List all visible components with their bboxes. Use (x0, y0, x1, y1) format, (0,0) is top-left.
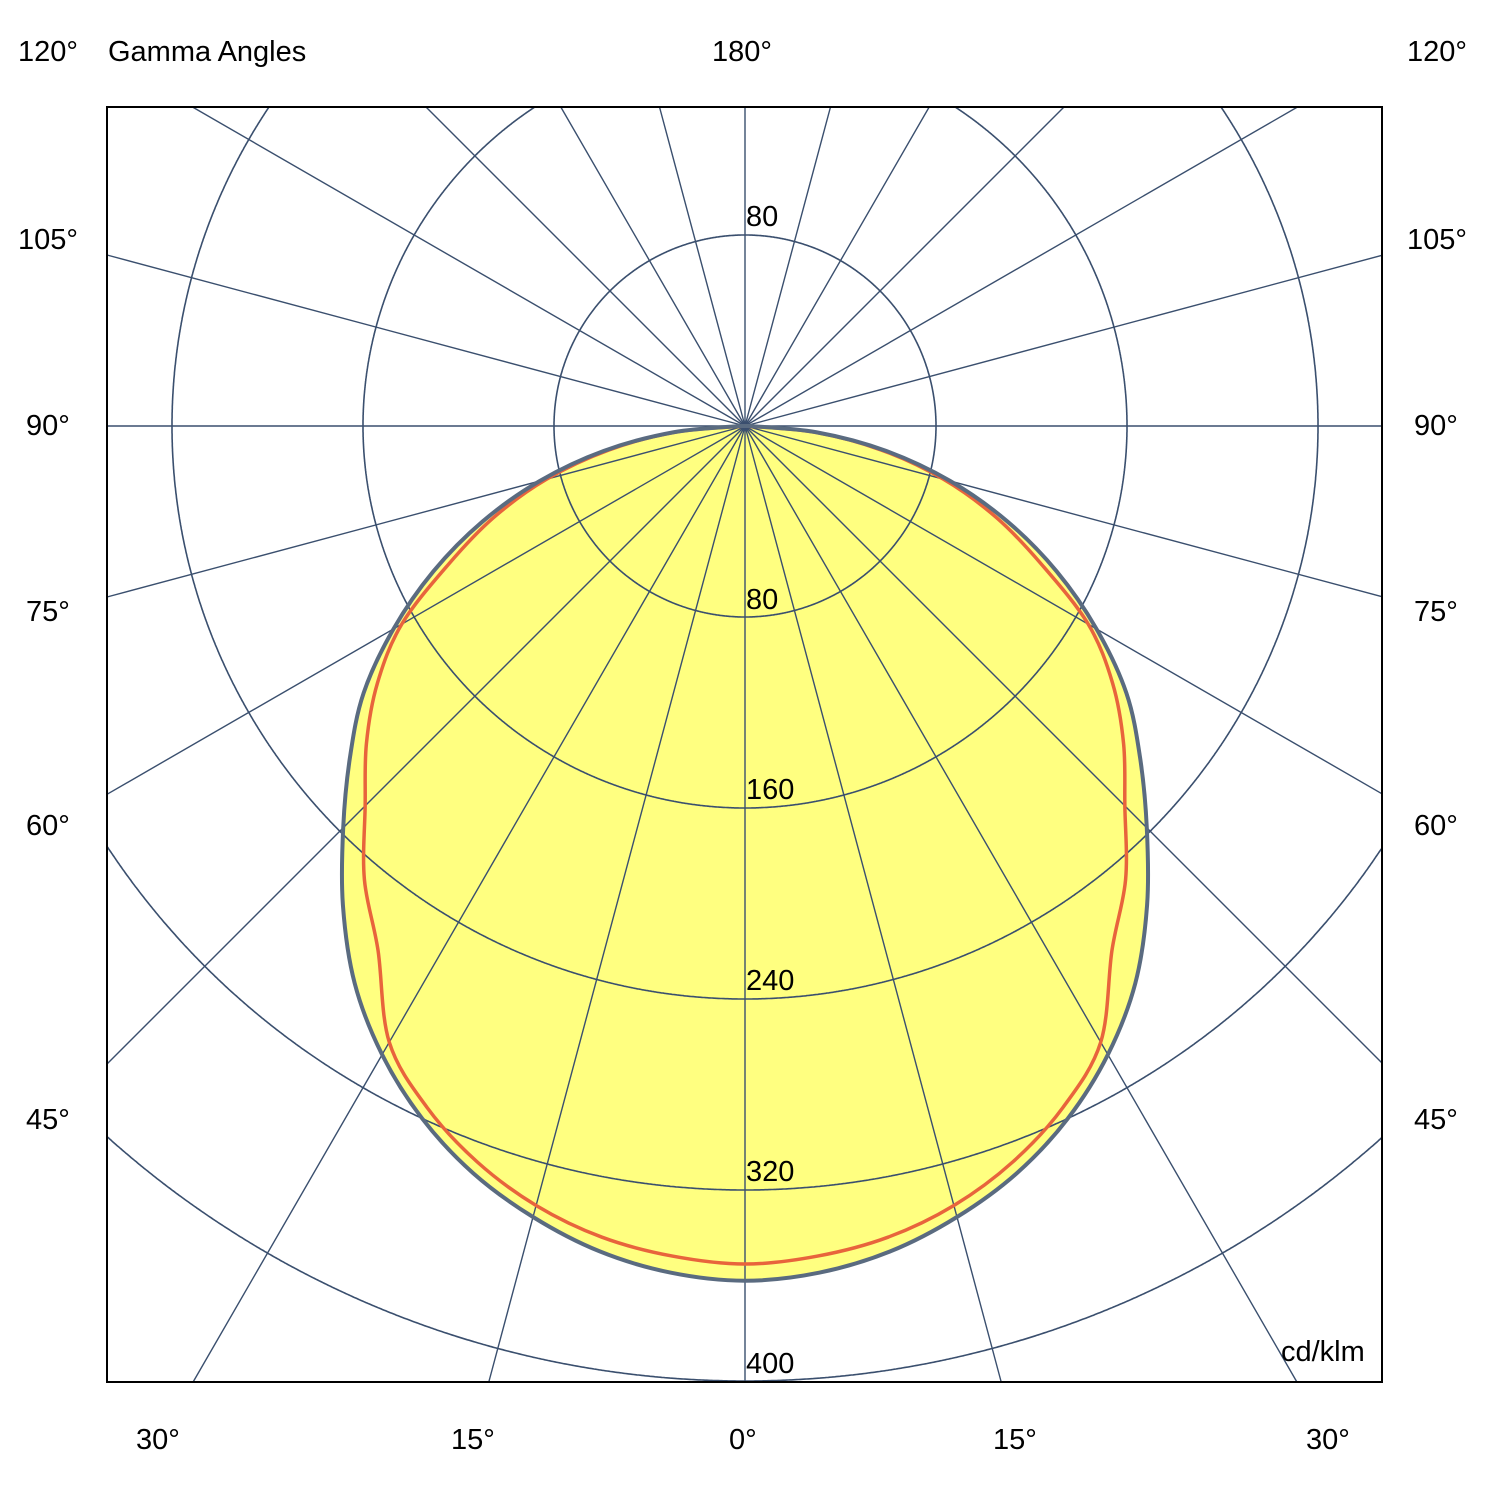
angle-label-left-90: 90° (26, 410, 70, 442)
grid-ring-320 (106, 846, 1383, 1191)
angle-label-right-75: 75° (1414, 596, 1458, 628)
grid-ray-15 (744, 425, 1002, 1383)
grid-ray-45 (744, 425, 1383, 1064)
grid-ray-195 (658, 106, 746, 427)
grid-ray-330 (192, 425, 746, 1383)
angle-label-bottom-30-left: 30° (136, 1424, 180, 1456)
grid-ray-60 (744, 425, 1383, 795)
grid-ray-165 (744, 106, 832, 427)
grid-ray-75 (744, 425, 1383, 598)
series-1-curve (361, 424, 1129, 1266)
angle-label-right-60: 60° (1414, 810, 1458, 842)
angle-label-bottom-0: 0° (729, 1424, 757, 1456)
grid-ray-345 (488, 425, 746, 1383)
grid-ray-240 (192, 106, 746, 427)
grid-ray-135 (744, 106, 1065, 427)
unit-label: cd/klm (1281, 1336, 1365, 1368)
angle-label-bottom-15-right: 15° (993, 1424, 1037, 1456)
grid-ray-255 (106, 254, 746, 427)
grid-ring-160 (362, 106, 1128, 809)
angle-label-left-60: 60° (26, 810, 70, 842)
grid-ray-30 (744, 425, 1298, 1383)
grid-ray-315 (106, 425, 746, 1065)
grid-ring-400 (106, 1136, 1383, 1382)
angle-label-right-105: 105° (1407, 224, 1467, 256)
series-0-curve (339, 424, 1151, 1283)
ring-label-400: 400 (746, 1348, 795, 1380)
ring-label-top-80: 80 (746, 201, 779, 233)
ring-label-240: 240 (746, 965, 795, 997)
angle-label-bottom-15-left: 15° (451, 1424, 495, 1456)
grid-ray-105 (744, 254, 1383, 427)
grid-ray-285 (106, 425, 746, 598)
grid-ray-150 (744, 106, 930, 427)
plot-frame (106, 106, 1383, 1383)
angle-label-left-45: 45° (26, 1104, 70, 1136)
angle-label-left-120: 120° (18, 36, 78, 68)
grid-ray-210 (560, 106, 746, 427)
grid-ray-300 (106, 425, 746, 795)
ring-label-160: 160 (746, 774, 795, 806)
grid-ray-120 (744, 106, 1298, 427)
grid-ray-225 (425, 106, 746, 427)
grid-ring-240 (171, 106, 1319, 1000)
ring-label-320: 320 (746, 1156, 795, 1188)
angle-label-left-75: 75° (26, 596, 70, 628)
chart-title: Gamma Angles (108, 36, 307, 68)
angle-label-left-105: 105° (18, 224, 78, 256)
angle-label-right-45: 45° (1414, 1104, 1458, 1136)
angle-label-bottom-30-right: 30° (1306, 1424, 1350, 1456)
angle-label-right-90: 90° (1414, 410, 1458, 442)
ring-label-80: 80 (746, 584, 779, 616)
angle-label-top-180: 180° (712, 36, 772, 68)
angle-label-right-120: 120° (1407, 36, 1467, 68)
